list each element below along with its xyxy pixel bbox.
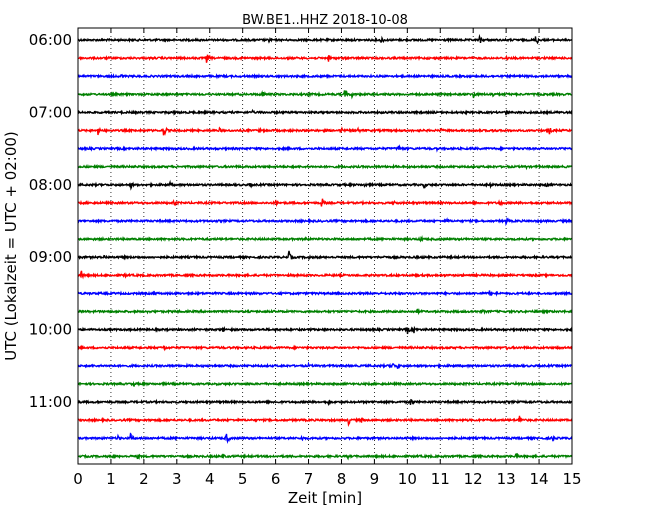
trace-layer	[77, 33, 573, 461]
x-tick-label: 12	[464, 470, 483, 488]
trace-0715	[77, 126, 573, 136]
trace-1000	[77, 325, 573, 335]
chart-title: BW.BE1..HHZ 2018-10-08	[242, 13, 408, 28]
trace-0800	[77, 179, 573, 191]
trace-0930	[77, 290, 573, 297]
x-tick-label: 3	[172, 470, 182, 488]
trace-1130	[77, 432, 573, 444]
trace-1015	[77, 344, 573, 352]
x-tick-label: 0	[73, 470, 83, 488]
trace-0815	[77, 198, 573, 208]
x-tick-label: 10	[398, 470, 417, 488]
trace-0745	[77, 163, 573, 171]
trace-1100	[77, 398, 573, 407]
trace-0600	[77, 33, 573, 45]
trace-0615	[77, 54, 573, 63]
trace-1030	[77, 361, 573, 370]
x-tick-label: 14	[530, 470, 549, 488]
y-tick-label: 06:00	[29, 31, 72, 49]
x-tick-label: 15	[562, 470, 581, 488]
trace-0700	[77, 108, 573, 116]
trace-0630	[77, 73, 573, 80]
x-tick-label: 5	[238, 470, 248, 488]
trace-0845	[77, 235, 573, 243]
trace-0730	[77, 144, 573, 153]
axis-layer: 0 1 2 3 4 5 6 7 8 9 10 11 12 13 14 1506:0007:0008:0009:…	[29, 28, 582, 488]
trace-0915	[77, 270, 573, 280]
x-tick-label: 2	[139, 470, 149, 488]
x-tick-label: 7	[304, 470, 314, 488]
y-axis-label: UTC (Lokalzeit = UTC + 02:00)	[2, 131, 20, 361]
grid-layer	[110, 28, 540, 464]
trace-1115	[77, 415, 573, 428]
trace-0900	[77, 250, 573, 261]
plot-frame	[77, 27, 573, 465]
x-tick-label: 13	[497, 470, 516, 488]
trace-1145	[77, 452, 573, 461]
trace-0645	[77, 90, 573, 100]
x-tick-label: 8	[337, 470, 347, 488]
y-tick-label: 11:00	[29, 393, 72, 411]
x-tick-label: 4	[205, 470, 215, 488]
x-tick-label: 6	[271, 470, 281, 488]
x-tick-label: 9	[370, 470, 380, 488]
trace-1045	[77, 380, 573, 388]
x-tick-label: 1	[106, 470, 116, 488]
y-tick-label: 10:00	[29, 321, 72, 339]
x-tick-label: 11	[431, 470, 450, 488]
trace-0830	[77, 216, 573, 227]
y-tick-label: 09:00	[29, 248, 72, 266]
y-tick-label: 08:00	[29, 176, 72, 194]
trace-0945	[77, 307, 573, 316]
y-tick-label: 07:00	[29, 103, 72, 121]
x-axis-label: Zeit [min]	[288, 489, 362, 507]
